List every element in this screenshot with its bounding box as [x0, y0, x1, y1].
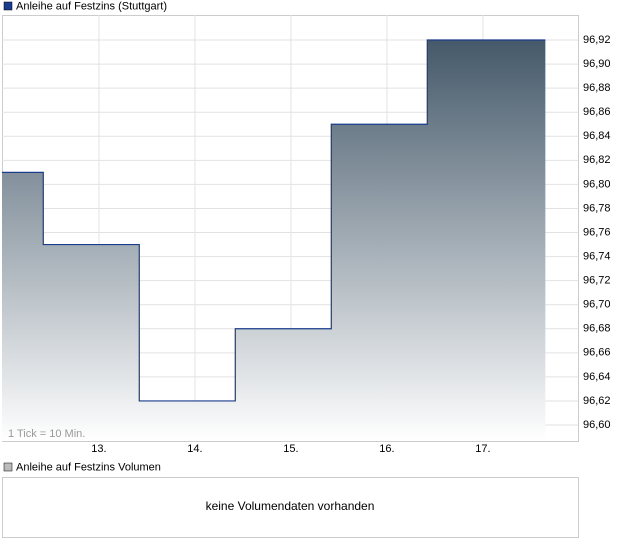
y-tick-label: 96,78 — [583, 202, 611, 214]
y-tick-label: 96,92 — [583, 34, 611, 46]
y-tick-label: 96,70 — [583, 299, 611, 311]
y-tick-label: 96,64 — [583, 371, 611, 383]
x-tick-label: 13. — [91, 443, 106, 455]
note: 1 Tick = 10 Min. — [8, 428, 85, 440]
legend-label: Anleihe auf Festzins (Stuttgart) — [16, 0, 167, 12]
line — [2, 39, 546, 402]
y-tick-label: 96,66 — [583, 347, 611, 359]
y-tick-label: 96,86 — [583, 106, 611, 118]
y-tick-label: 96,72 — [583, 275, 611, 287]
x-tick-label: 17. — [475, 443, 490, 455]
x-tick-label: 14. — [187, 443, 202, 455]
y-tick-label: 96,76 — [583, 226, 611, 238]
y-tick-label: 96,62 — [583, 395, 611, 407]
legend-swatch — [3, 1, 13, 11]
x-tick-label: 16. — [379, 443, 394, 455]
volume-frame — [2, 477, 579, 538]
y-tick-label: 96,84 — [583, 130, 611, 142]
y-tick-label: 96,60 — [583, 419, 611, 431]
area — [2, 40, 546, 442]
legend-swatch — [3, 462, 13, 472]
y-tick-label: 96,90 — [583, 58, 611, 70]
y-tick-label: 96,82 — [583, 154, 611, 166]
x-tick-label: 15. — [283, 443, 298, 455]
panel-title: Anleihe auf Festzins Volumen — [16, 461, 161, 473]
y-tick-label: 96,74 — [583, 250, 611, 262]
y-tick-label: 96,68 — [583, 323, 611, 335]
y-tick-label: 96,88 — [583, 82, 611, 94]
y-tick-label: 96,80 — [583, 178, 611, 190]
empty-message: keine Volumendaten vorhanden — [206, 499, 375, 513]
